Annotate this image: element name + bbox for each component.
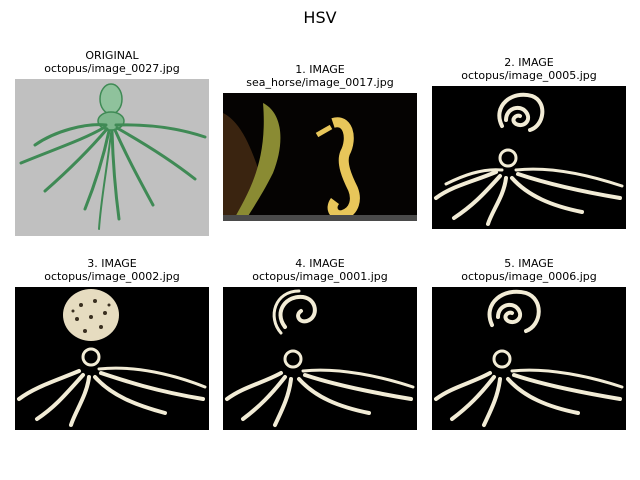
panel-5: 5. IMAGE octopus/image_0006.jpg bbox=[432, 257, 626, 283]
panel-path: octopus/image_0001.jpg bbox=[252, 270, 388, 283]
panel-heading: 5. IMAGE bbox=[504, 257, 554, 270]
panel-heading: 1. IMAGE bbox=[295, 63, 345, 76]
panel-4: 4. IMAGE octopus/image_0001.jpg bbox=[223, 257, 417, 283]
octopus-spotted-image-3 bbox=[15, 287, 209, 430]
panel-1: 1. IMAGE sea_horse/image_0017.jpg bbox=[223, 63, 417, 89]
panel-2: 2. IMAGE octopus/image_0005.jpg bbox=[432, 56, 626, 82]
panel-path: octopus/image_0006.jpg bbox=[461, 270, 597, 283]
octopus-spiral-image-4 bbox=[223, 287, 417, 430]
panel-heading: ORIGINAL bbox=[85, 49, 139, 62]
octopus-spiral-image-2 bbox=[432, 86, 626, 229]
panel-3: 3. IMAGE octopus/image_0002.jpg bbox=[15, 257, 209, 283]
panel-path: octopus/image_0005.jpg bbox=[461, 69, 597, 82]
octopus-spiral-image-5 bbox=[432, 287, 626, 430]
panel-path: sea_horse/image_0017.jpg bbox=[246, 76, 394, 89]
seahorse-image bbox=[223, 93, 417, 221]
panel-heading: 3. IMAGE bbox=[87, 257, 137, 270]
panel-path: octopus/image_0027.jpg bbox=[44, 62, 180, 75]
panel-path: octopus/image_0002.jpg bbox=[44, 270, 180, 283]
figure-title: HSV bbox=[303, 8, 337, 27]
panel-original: ORIGINAL octopus/image_0027.jpg bbox=[15, 49, 209, 75]
original-octopus-image bbox=[15, 79, 209, 236]
panel-heading: 4. IMAGE bbox=[295, 257, 345, 270]
panel-heading: 2. IMAGE bbox=[504, 56, 554, 69]
